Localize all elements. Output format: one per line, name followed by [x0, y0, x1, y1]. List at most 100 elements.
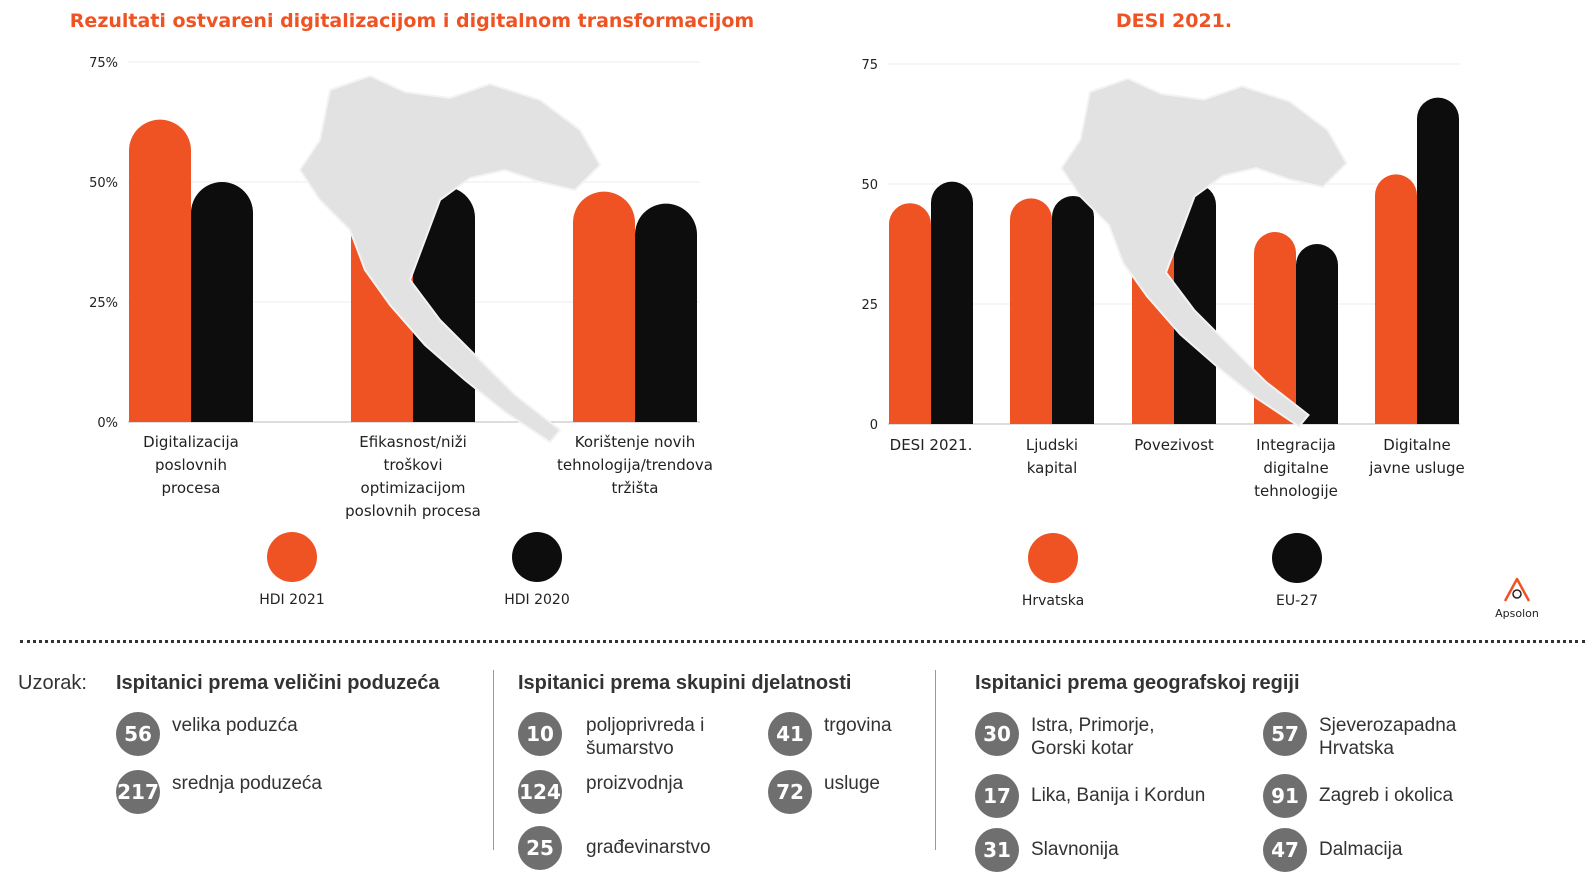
bar-series1 [573, 191, 635, 422]
list-item: 25 građevinarstvo [518, 826, 848, 870]
logo-mark-icon [1503, 577, 1531, 602]
bar-series1 [1010, 198, 1052, 424]
item-label: Istra, Primorje, Gorski kotar [1031, 715, 1155, 759]
count-badge: 17 [975, 774, 1019, 818]
legend-swatch [267, 532, 317, 582]
y-tick-label: 25% [89, 296, 118, 311]
count-badge: 31 [975, 828, 1019, 872]
sample-section: Uzorak: Ispitanici prema veličini poduze… [0, 660, 1595, 876]
category-label: tržišta [612, 479, 659, 497]
category-label: poslovnih procesa [345, 502, 481, 520]
count-badge: 41 [768, 712, 812, 756]
count-badge: 91 [1263, 774, 1307, 818]
count-badge: 30 [975, 712, 1019, 756]
legend-label: Hrvatska [1022, 593, 1084, 609]
y-tick-label: 25 [861, 298, 878, 313]
item-label: Lika, Banija i Kordun [1031, 785, 1206, 806]
group-separator [493, 670, 494, 850]
y-tick-label: 50% [89, 176, 118, 191]
bar-series1 [889, 203, 931, 424]
category-label: digitalne [1263, 459, 1328, 477]
list-item: 91 Zagreb i okolica [1263, 774, 1593, 818]
legend-swatch [1028, 533, 1078, 583]
apsolon-logo: Apsolon [1495, 577, 1539, 620]
legend-swatch [512, 532, 562, 582]
bar-series2 [1052, 196, 1094, 424]
count-badge: 124 [518, 770, 562, 814]
y-tick-label: 75% [89, 56, 118, 71]
y-tick-label: 75 [861, 58, 878, 73]
category-label: kapital [1027, 459, 1078, 477]
logo-mark-dot [1512, 589, 1522, 599]
map-background [298, 74, 602, 444]
count-badge: 56 [116, 712, 160, 756]
item-label: Sjeverozapadna Hrvatska [1319, 715, 1457, 759]
y-tick-label: 0 [870, 418, 878, 433]
item-label: proizvodnja [586, 773, 684, 794]
bar-series2 [1417, 97, 1459, 424]
bar-series2 [1296, 244, 1338, 424]
list-item: 30 Istra, Primorje, Gorski kotar [975, 712, 1305, 759]
category-label: Povezivost [1134, 436, 1214, 454]
bar-series1 [1375, 174, 1417, 424]
list-item: 17 Lika, Banija i Kordun [975, 774, 1305, 818]
chart-title: Rezultati ostvareni digitalizacijom i di… [70, 10, 754, 32]
count-badge: 47 [1263, 828, 1307, 872]
count-badge: 25 [518, 826, 562, 870]
dotted-divider [20, 640, 1585, 643]
group-title: Ispitanici prema skupini djelatnosti [518, 672, 852, 694]
bar-series1 [1254, 232, 1296, 424]
count-badge: 10 [518, 712, 562, 756]
item-label: Slavnonija [1031, 839, 1119, 860]
list-item: 57 Sjeverozapadna Hrvatska [1263, 712, 1593, 759]
logo-text: Apsolon [1495, 607, 1539, 620]
legend-label: HDI 2021 [259, 592, 325, 608]
item-label: Zagreb i okolica [1319, 785, 1454, 806]
group-title: Ispitanici prema veličini poduzeća [116, 672, 440, 694]
category-label: Efikasnost/niži [359, 433, 467, 451]
bar-series2 [191, 182, 253, 422]
list-item: 56 velika poduzća [116, 712, 446, 756]
item-label: srednja poduzeća [172, 773, 322, 794]
charts-area: Rezultati ostvareni digitalizacijom i di… [70, 10, 1539, 620]
category-label: javne usluge [1368, 459, 1465, 477]
category-label: Integracija [1256, 436, 1336, 454]
legend-label: EU-27 [1276, 593, 1318, 609]
bar-series2 [931, 181, 973, 424]
category-label: tehnologija/trendova [557, 456, 713, 474]
count-badge: 72 [768, 770, 812, 814]
item-label: građevinarstvo [586, 837, 711, 858]
item-label: poljoprivreda i šumarstvo [586, 715, 705, 759]
category-label: DESI 2021. [890, 436, 973, 454]
category-label: Digitalizacija [143, 433, 239, 451]
category-label: optimizacijom [361, 479, 466, 497]
bar-series2 [635, 203, 697, 422]
list-item: 124 proizvodnja [518, 770, 848, 814]
item-label: Dalmacija [1319, 839, 1403, 860]
category-label: Ljudski [1026, 436, 1078, 454]
category-label: troškovi [383, 456, 442, 474]
legend-label: HDI 2020 [504, 592, 570, 608]
count-badge: 57 [1263, 712, 1307, 756]
item-label: usluge [824, 773, 880, 794]
chart-desi: DESI 2021. 0 25 50 75 DESI 2021. Ljudski kapita… [861, 10, 1464, 609]
group-separator [935, 670, 936, 850]
bar-series2 [1174, 184, 1216, 424]
category-label: procesa [161, 479, 220, 497]
count-badge: 217 [116, 770, 160, 814]
bar-series1 [129, 119, 191, 422]
list-item: 72 usluge [768, 770, 1098, 814]
sample-label: Uzorak: [18, 672, 87, 694]
category-label: Digitalne [1383, 436, 1450, 454]
list-item: 217 srednja poduzeća [116, 770, 446, 814]
list-item: 41 trgovina [768, 712, 1098, 756]
category-label: tehnologije [1254, 482, 1338, 500]
legend-swatch [1272, 533, 1322, 583]
list-item: 10 poljoprivreda i šumarstvo [518, 712, 848, 759]
item-label: trgovina [824, 715, 892, 736]
list-item: 47 Dalmacija [1263, 828, 1593, 872]
category-label: Korištenje novih [575, 433, 695, 451]
group-title: Ispitanici prema geografskoj regiji [975, 672, 1300, 694]
map-background [1060, 77, 1348, 428]
chart-title: DESI 2021. [1116, 10, 1232, 32]
